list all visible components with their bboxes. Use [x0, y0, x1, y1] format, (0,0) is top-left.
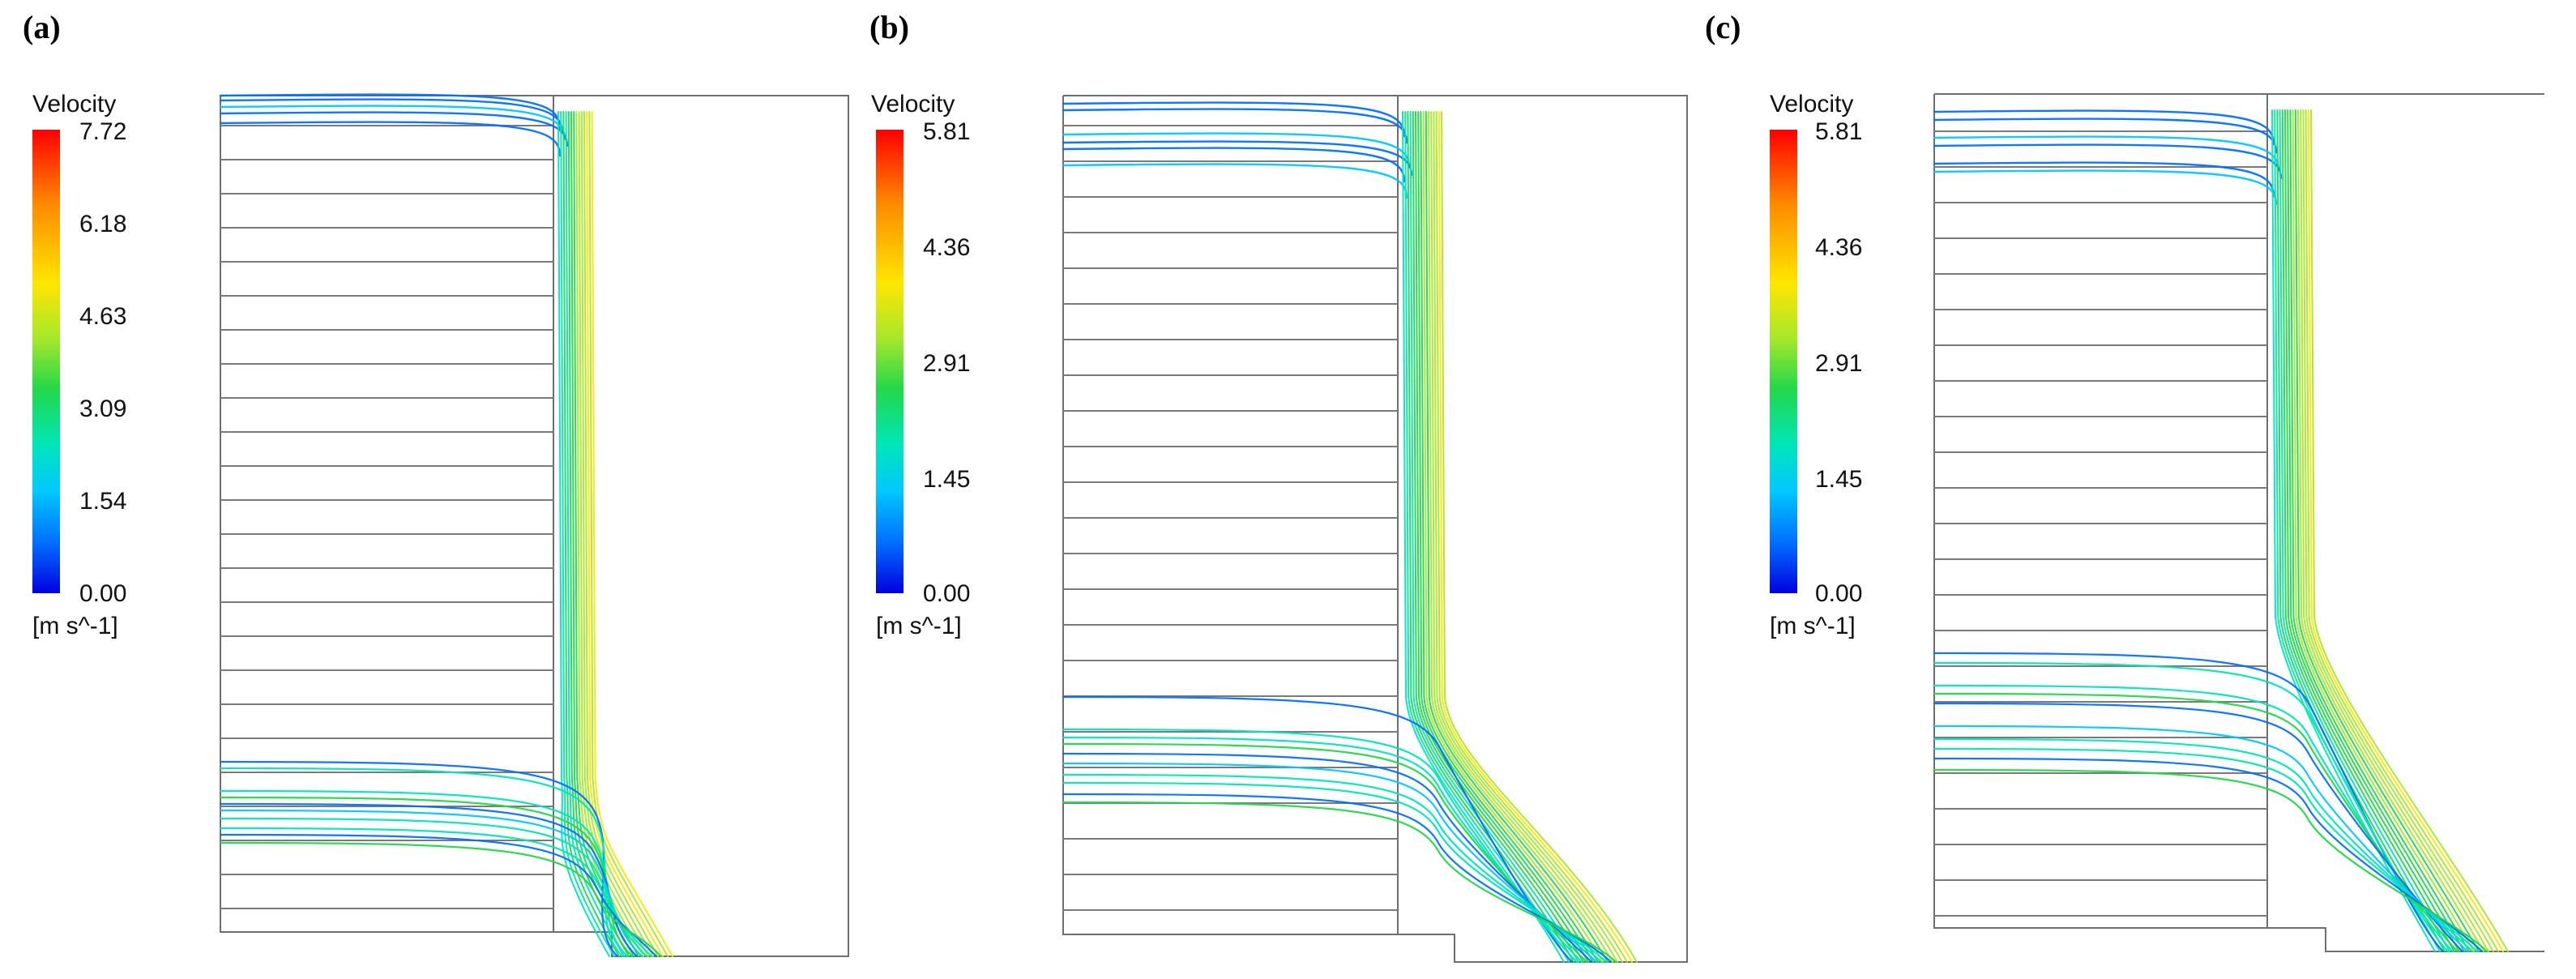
streamline	[1933, 702, 2464, 953]
legend-tick: 0.00	[79, 580, 127, 607]
streamline	[583, 111, 659, 957]
streamline	[1422, 111, 1604, 963]
streamline	[1933, 768, 2488, 953]
streamline	[2294, 109, 2480, 952]
streamline	[1933, 118, 2278, 154]
streamline	[2289, 109, 2470, 952]
streamline	[2297, 109, 2484, 952]
streamline	[1933, 161, 2275, 198]
legend-unit: [m s^-1]	[876, 613, 962, 639]
legend-title: Velocity	[1770, 91, 1854, 118]
panel-a: (a) Velocity 7.72 6.18 4.63 3.09 1.54 0.…	[0, 0, 851, 979]
legend-tick: 6.18	[79, 211, 127, 237]
legend-unit: [m s^-1]	[1770, 613, 1856, 639]
legend-title: Velocity	[871, 91, 955, 118]
legend-tick: 3.09	[79, 395, 127, 422]
streamline	[2281, 109, 2455, 952]
streamline	[1417, 111, 1594, 963]
streamline	[1430, 111, 1618, 963]
panel-label: (a)	[23, 9, 61, 45]
color-scale-bar	[876, 130, 904, 593]
streamline	[219, 121, 562, 157]
legend-tick: 5.81	[1815, 118, 1863, 145]
legend-tick: 2.91	[1815, 350, 1863, 377]
legend-tick: 1.54	[79, 488, 127, 515]
streamline	[219, 111, 569, 147]
streamline	[1425, 111, 1608, 963]
domain-outline	[1062, 95, 1688, 963]
color-scale-bar	[32, 130, 60, 593]
legend-unit: [m s^-1]	[32, 613, 118, 639]
streamline	[1933, 135, 2280, 172]
streamline	[1933, 684, 2454, 953]
panel-label: (c)	[1705, 9, 1741, 45]
streamline	[2279, 109, 2450, 952]
legend-tick: 7.72	[79, 118, 127, 145]
legend-tick: 1.45	[1815, 466, 1863, 493]
streamline	[586, 111, 664, 957]
streamline	[588, 111, 669, 957]
legend-tick: 4.63	[79, 303, 127, 330]
streamline	[219, 93, 562, 130]
streamline	[2305, 109, 2499, 952]
streamline	[1062, 695, 1574, 964]
streamline	[1428, 111, 1613, 963]
streamline	[2284, 109, 2460, 952]
legend-tick: 5.81	[923, 118, 971, 145]
legend-tick: 2.91	[923, 350, 971, 377]
legend-tick: 0.00	[1815, 580, 1863, 607]
streamline	[1062, 163, 1408, 199]
domain-outline	[1933, 93, 2544, 952]
streamline	[1062, 801, 1617, 964]
legend-tick: 0.00	[923, 580, 971, 607]
streamline-plot	[1062, 95, 1688, 964]
streamline	[1062, 736, 1583, 964]
streamline	[1933, 143, 2283, 180]
streamline	[1062, 762, 1598, 964]
streamline-plot	[1933, 93, 2544, 953]
streamline	[2287, 109, 2465, 952]
legend-tick: 4.36	[1815, 234, 1863, 261]
legend-tick: 4.36	[923, 234, 971, 261]
streamline-plot	[219, 93, 849, 958]
streamline	[557, 111, 610, 957]
streamline	[219, 767, 624, 958]
streamline	[1407, 111, 1574, 963]
streamline	[1933, 725, 2469, 953]
panel-label: (b)	[869, 9, 909, 45]
streamline	[2300, 109, 2489, 952]
streamline	[2310, 109, 2509, 952]
streamline	[1435, 111, 1628, 963]
streamline	[1433, 111, 1623, 963]
streamline	[578, 111, 649, 957]
streamline	[1933, 757, 2484, 953]
streamline	[1412, 111, 1584, 963]
legend-title: Velocity	[32, 91, 117, 118]
streamline	[1062, 101, 1406, 138]
streamline	[1933, 169, 2278, 206]
streamline	[2302, 109, 2494, 952]
streamline	[1409, 111, 1579, 963]
streamline	[219, 827, 653, 958]
streamline	[591, 111, 673, 957]
streamline	[580, 111, 654, 957]
streamline	[219, 833, 658, 958]
panel-b: (b) Velocity 5.81 4.36 2.91 1.45 0.00 [m…	[847, 0, 1698, 979]
legend-tick: 1.45	[923, 466, 971, 493]
panel-c: (c) Velocity 5.81 4.36 2.91 1.45 0.00 [m…	[1694, 0, 2544, 979]
color-scale-bar	[1770, 130, 1797, 593]
streamline	[2292, 109, 2475, 952]
streamline	[1933, 652, 2445, 953]
streamline	[1415, 111, 1589, 963]
streamline	[1062, 147, 1406, 183]
domain-outline	[220, 95, 849, 957]
streamline	[1420, 111, 1599, 963]
streamline	[1933, 109, 2275, 146]
streamline	[1441, 111, 1638, 963]
streamline	[219, 841, 663, 958]
streamline	[1438, 111, 1633, 963]
streamline	[2307, 109, 2504, 952]
streamline	[2271, 109, 2436, 952]
streamline	[1062, 781, 1608, 964]
